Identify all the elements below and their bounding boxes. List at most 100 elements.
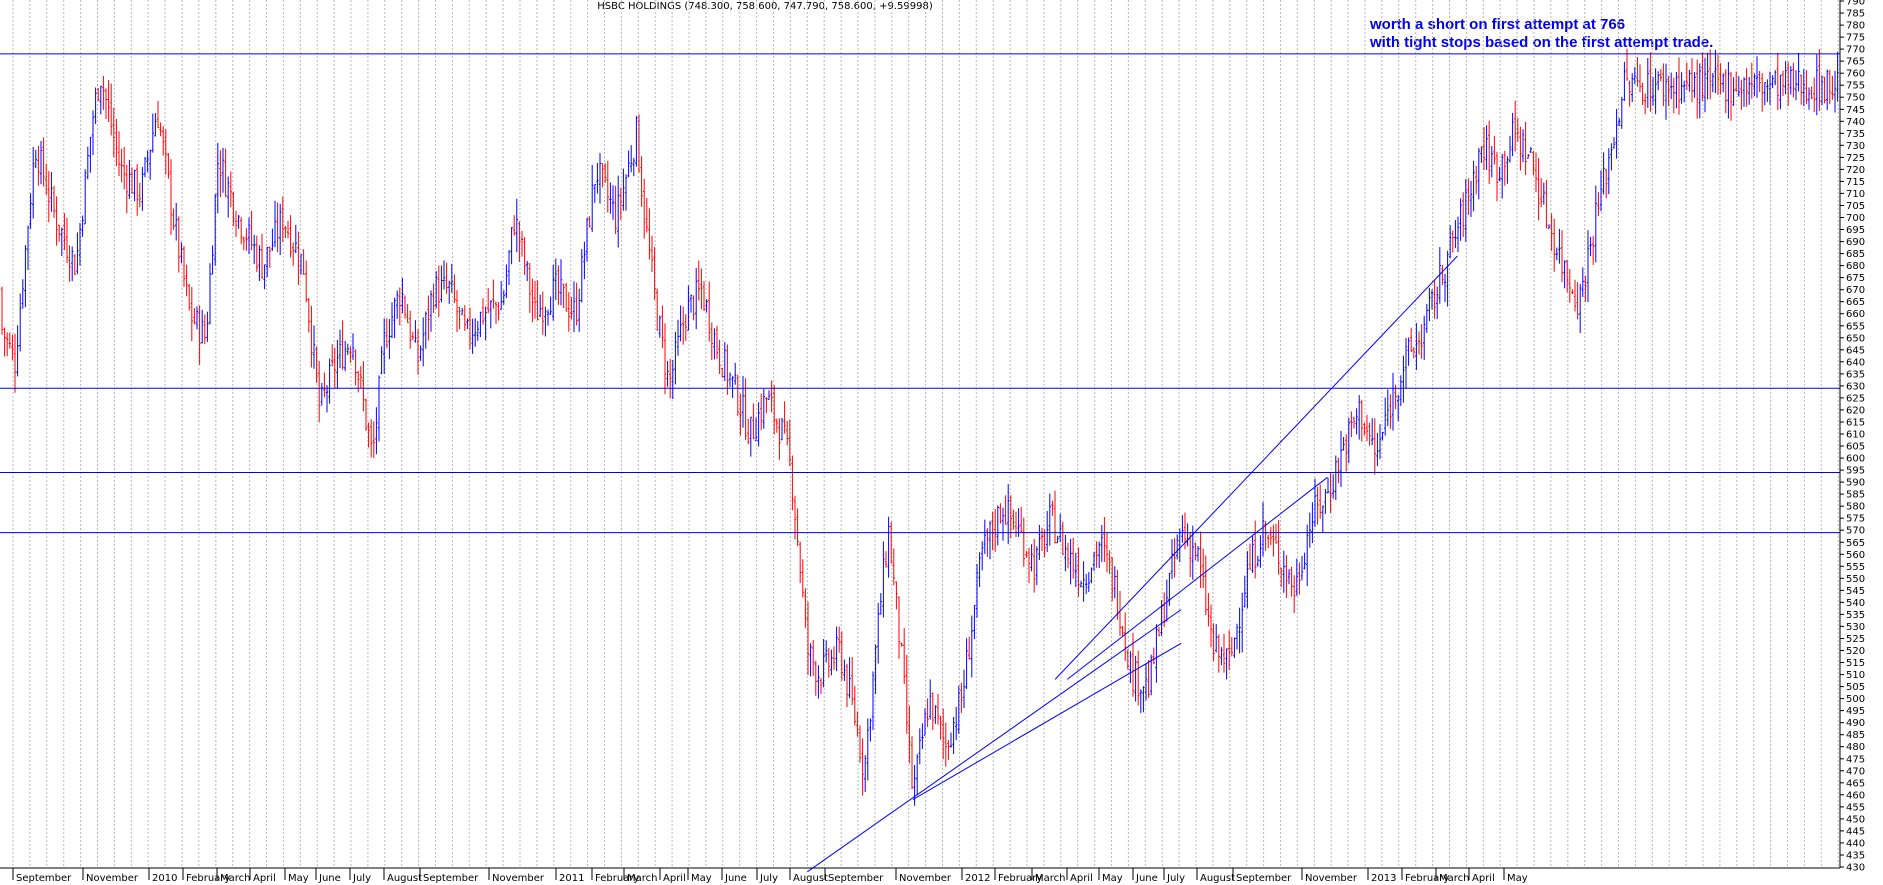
ohlc-bar <box>617 175 620 248</box>
ohlc-bar <box>1628 80 1631 107</box>
annotation-line-1: worth a short on first attempt at 766 <box>1369 16 1625 33</box>
y-tick-label: 520 <box>1846 646 1865 657</box>
ohlc-bar <box>440 265 443 303</box>
ohlc-bar <box>778 418 781 460</box>
ohlc-bar <box>858 725 862 763</box>
ohlc-bar <box>541 291 544 335</box>
ohlc-bar <box>292 242 295 266</box>
ohlc-bar <box>1246 551 1249 609</box>
ohlc-bar <box>401 277 404 314</box>
ohlc-bar <box>307 297 310 333</box>
y-tick-label: 565 <box>1846 538 1865 549</box>
ohlc-bar <box>812 640 815 676</box>
ohlc-bar <box>1295 558 1298 596</box>
ohlc-bar <box>1784 61 1787 95</box>
ohlc-bar <box>214 194 217 266</box>
ohlc-bar <box>1592 236 1595 266</box>
ohlc-bar <box>1508 135 1512 163</box>
ohlc-bar <box>315 346 318 383</box>
ohlc-bar <box>567 292 570 332</box>
y-tick-label: 475 <box>1846 754 1865 765</box>
ohlc-bar <box>341 320 344 370</box>
ohlc-bar <box>1672 77 1675 114</box>
ohlc-bar <box>76 232 79 275</box>
ohlc-bar <box>1267 534 1270 549</box>
ohlc-bar <box>247 217 251 254</box>
ohlc-bar <box>1722 73 1725 93</box>
x-tick-label: May <box>1507 873 1528 884</box>
ohlc-bar <box>598 152 602 204</box>
ohlc-bar <box>47 171 50 223</box>
y-tick-label: 595 <box>1846 466 1865 477</box>
ohlc-bar <box>34 149 37 169</box>
ohlc-bar <box>37 145 40 186</box>
ohlc-bar <box>632 157 635 177</box>
ohlc-bar <box>507 250 511 285</box>
ohlc-bar <box>432 283 435 313</box>
ohlc-bar <box>853 685 856 726</box>
ohlc-bar <box>887 516 890 578</box>
ohlc-bar <box>767 390 771 400</box>
ohlc-bar <box>143 157 147 178</box>
ohlc-bar <box>838 626 841 653</box>
ohlc-bar <box>245 228 248 251</box>
annotation-line-2: with tight stops based on the first atte… <box>1369 34 1713 51</box>
ohlc-bar <box>1397 394 1400 422</box>
ohlc-bar <box>442 260 446 290</box>
ohlc-bar <box>471 318 474 354</box>
y-tick-label: 725 <box>1846 153 1865 164</box>
ohlc-bar <box>851 657 854 706</box>
ohlc-bar <box>1311 502 1314 544</box>
ohlc-bar <box>713 328 716 360</box>
ohlc-bar <box>549 296 552 315</box>
ohlc-bar <box>908 705 911 764</box>
ohlc-bar <box>1386 389 1389 426</box>
ohlc-bar <box>1222 633 1226 673</box>
ohlc-bar <box>289 215 292 258</box>
ohlc-bar <box>1064 535 1067 572</box>
x-tick-label: 2013 <box>1371 873 1396 884</box>
ohlc-bar <box>1753 73 1756 97</box>
ohlc-bar <box>1714 49 1717 94</box>
ohlc-bar <box>1282 550 1285 593</box>
x-tick-label: November <box>86 873 139 884</box>
ohlc-bar <box>1534 152 1538 192</box>
y-tick-label: 780 <box>1846 21 1865 32</box>
ohlc-bar <box>1719 63 1722 95</box>
ohlc-bar <box>845 663 849 708</box>
ohlc-bar <box>1667 75 1670 107</box>
ohlc-bar <box>154 113 157 137</box>
ohlc-bar <box>1371 418 1374 446</box>
ohlc-bar <box>305 260 308 303</box>
ohlc-bar <box>188 284 191 311</box>
ohlc-bar <box>931 692 934 731</box>
ohlc-bar <box>905 654 908 734</box>
ohlc-bar <box>531 278 534 323</box>
ohlc-bar <box>349 346 352 363</box>
ohlc-bar <box>609 182 612 214</box>
ohlc-bar <box>1027 547 1031 584</box>
ohlc-bar <box>562 283 565 308</box>
ohlc-bar <box>1755 56 1759 98</box>
ohlc-bar <box>736 374 739 416</box>
ohlc-bar <box>731 376 734 398</box>
y-tick-label: 675 <box>1846 273 1865 284</box>
ohlc-bar <box>1092 551 1096 571</box>
ohlc-bar <box>367 422 370 448</box>
ohlc-bar <box>578 288 581 332</box>
ohlc-bar <box>1077 547 1080 597</box>
ohlc-bar <box>1560 230 1564 283</box>
ohlc-bar <box>630 145 633 173</box>
ohlc-bar <box>1066 542 1070 569</box>
ohlc-bar <box>1053 490 1057 544</box>
ohlc-bar <box>1399 375 1402 407</box>
ohlc-bar <box>866 718 869 781</box>
x-tick-label: March <box>1439 873 1469 884</box>
ohlc-bar <box>1802 69 1805 107</box>
ohlc-bar <box>1511 112 1514 157</box>
ohlc-bar <box>1407 337 1410 366</box>
ohlc-bar <box>871 671 875 730</box>
ohlc-bar <box>141 167 144 211</box>
ohlc-bar <box>1449 225 1452 259</box>
ohlc-bar <box>500 281 503 310</box>
